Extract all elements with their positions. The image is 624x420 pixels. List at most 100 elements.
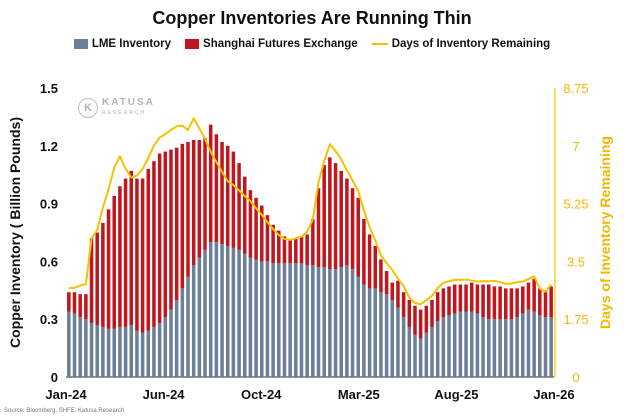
- bar-lme: [123, 326, 128, 377]
- bar-shfe: [89, 238, 94, 324]
- bar-lme: [373, 288, 378, 377]
- bar-lme: [157, 323, 162, 377]
- bar-shfe: [123, 178, 128, 327]
- legend-label-lme: LME Inventory: [91, 38, 172, 50]
- legend-label-shfe: Shanghai Futures Exchange: [203, 38, 358, 50]
- bar-shfe: [407, 299, 412, 327]
- bar-lme: [265, 261, 270, 377]
- bar-lme: [452, 313, 457, 377]
- bar-lme: [248, 257, 253, 377]
- source-note: Source: Bloomberg, SHFE, Katusa Research: [4, 408, 125, 414]
- bar-shfe: [430, 299, 434, 327]
- legend: LME Inventory Shanghai Futures Exchange …: [0, 38, 624, 50]
- bar-shfe: [129, 170, 134, 325]
- bar-shfe: [197, 140, 202, 258]
- legend-item-days: Days of Inventory Remaining: [371, 38, 551, 50]
- bar-lme: [305, 265, 309, 377]
- bar-lme: [208, 242, 213, 377]
- bar-shfe: [186, 141, 190, 277]
- bar-lme: [260, 261, 264, 377]
- y-tick-label: 1.5: [40, 81, 58, 96]
- y-tick-label: 0.3: [40, 312, 58, 327]
- bar-shfe: [498, 286, 502, 320]
- bar-lme: [458, 311, 463, 377]
- bar-lme: [418, 338, 423, 377]
- bar-lme: [475, 313, 480, 377]
- bar-shfe: [135, 178, 139, 331]
- bar-lme: [526, 309, 531, 377]
- bar-lme: [231, 247, 236, 377]
- bar-lme: [197, 257, 202, 377]
- y-tick-label: 1.2: [40, 139, 58, 154]
- bar-lme: [464, 311, 468, 377]
- legend-swatch-shfe: [185, 39, 200, 49]
- bar-lme: [328, 269, 332, 377]
- bar-lme: [72, 313, 77, 377]
- bar-shfe: [333, 163, 338, 270]
- bar-lme: [469, 311, 474, 377]
- bar-lme: [538, 315, 542, 377]
- bar-shfe: [538, 288, 542, 316]
- bar-shfe: [521, 286, 525, 314]
- bar-lme: [509, 319, 514, 377]
- bar-lme: [430, 326, 434, 377]
- bar-shfe: [152, 161, 156, 327]
- x-tick-label: Jun-24: [143, 387, 186, 402]
- y2-tick-label: 5.25: [563, 197, 588, 212]
- bar-shfe: [174, 147, 179, 300]
- bar-shfe: [163, 151, 168, 318]
- bar-shfe: [345, 178, 349, 266]
- bar-shfe: [413, 305, 417, 335]
- y-tick-label: 0.9: [40, 197, 58, 212]
- bar-shfe: [191, 140, 196, 266]
- bar-lme: [356, 276, 360, 377]
- bar-lme: [316, 267, 321, 377]
- bar-lme: [220, 244, 224, 377]
- bar-lme: [492, 319, 497, 377]
- bar-lme: [521, 313, 525, 377]
- bar-lme: [89, 323, 94, 377]
- bar-lme: [214, 242, 219, 377]
- bar-shfe: [220, 141, 224, 245]
- bar-shfe: [72, 292, 77, 314]
- bar-lme: [504, 319, 508, 377]
- bar-lme: [333, 269, 338, 377]
- bar-lme: [447, 315, 451, 377]
- legend-label-days: Days of Inventory Remaining: [391, 38, 551, 50]
- bar-shfe: [231, 151, 236, 248]
- bar-lme: [322, 267, 326, 377]
- bar-lme: [242, 253, 247, 377]
- bar-shfe: [509, 288, 514, 320]
- bar-shfe: [214, 134, 219, 243]
- bar-shfe: [84, 294, 88, 320]
- bar-shfe: [481, 284, 485, 318]
- bar-shfe: [435, 292, 440, 322]
- bar-lme: [78, 317, 82, 377]
- bar-shfe: [339, 170, 343, 268]
- bar-lme: [311, 265, 315, 377]
- bar-lme: [390, 299, 395, 377]
- bar-shfe: [549, 286, 553, 318]
- bar-shfe: [288, 240, 292, 264]
- bar-shfe: [441, 288, 446, 318]
- bar-lme: [515, 317, 519, 377]
- bar-lme: [413, 334, 417, 377]
- bar-shfe: [118, 186, 122, 327]
- legend-swatch-lme: [73, 39, 88, 49]
- bar-lme: [401, 317, 406, 377]
- bar-lme: [237, 249, 241, 377]
- bar-lme: [441, 317, 446, 377]
- legend-item-shfe: Shanghai Futures Exchange: [185, 38, 358, 50]
- bar-lme: [362, 284, 366, 377]
- bar-shfe: [458, 284, 463, 312]
- y-tick-label: 0.6: [40, 254, 58, 269]
- y-tick-label: 0: [51, 370, 58, 385]
- y2-tick-label: 8.75: [563, 81, 588, 96]
- bar-lme: [481, 317, 485, 377]
- bar-lme: [118, 326, 122, 377]
- bar-shfe: [373, 245, 378, 289]
- bar-shfe: [379, 259, 383, 293]
- bar-lme: [152, 326, 156, 377]
- bar-lme: [384, 294, 389, 377]
- bar-lme: [282, 263, 287, 377]
